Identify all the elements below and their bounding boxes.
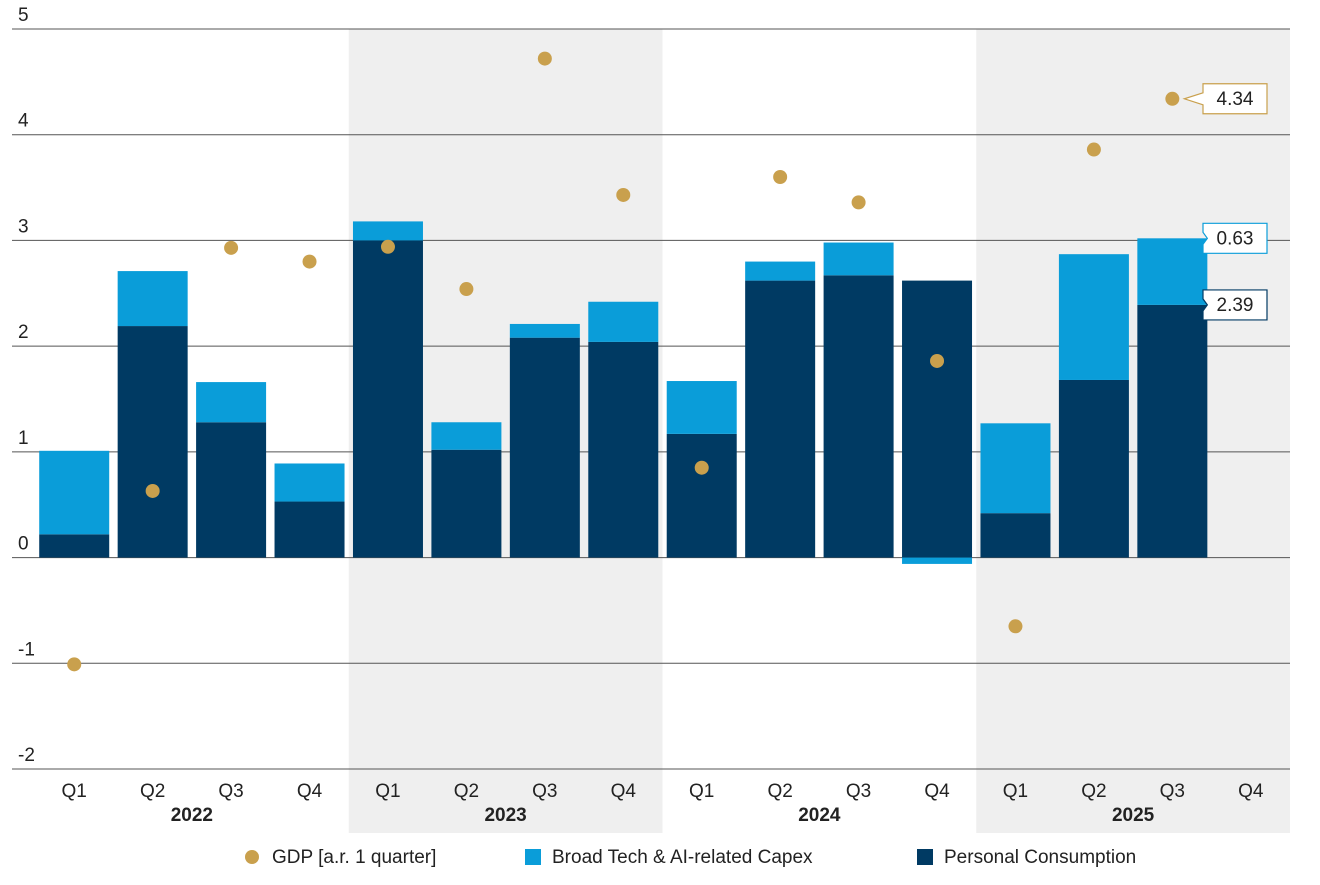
gdp-dot (459, 282, 474, 297)
x-tick-label: Q1 (375, 781, 400, 802)
bar (509, 337, 580, 558)
x-tick-label: Q2 (140, 781, 165, 802)
bar (274, 463, 345, 502)
x-tick-label: Q4 (924, 781, 950, 802)
gdp-dot (224, 240, 239, 255)
gdp-dot (773, 170, 788, 184)
x-tick-label: Q1 (689, 781, 714, 802)
bar (588, 341, 659, 558)
bar (980, 423, 1051, 514)
gdp-dot (930, 353, 945, 368)
gdp-dot (851, 195, 866, 210)
x-tick-label: Q1 (1003, 781, 1028, 802)
legend-label: GDP [a.r. 1 quarter] (272, 847, 436, 868)
bar (117, 271, 188, 327)
x-tick-label: Q2 (1081, 781, 1106, 802)
bar (745, 280, 816, 558)
x-tick-label: Q4 (297, 781, 323, 802)
y-tick-label: 3 (18, 216, 29, 237)
legend-marker (245, 850, 259, 864)
bar (902, 557, 973, 564)
x-tick-label: Q3 (1160, 781, 1185, 802)
bar (431, 422, 502, 450)
bar (1137, 238, 1208, 305)
bar (352, 221, 423, 241)
x-tick-label: Q3 (218, 781, 243, 802)
data-label: 4.34 (1217, 89, 1254, 110)
x-tick-label: Q1 (62, 781, 87, 802)
gdp-dot (145, 483, 160, 498)
bar (509, 323, 580, 338)
y-tick-label: 5 (18, 5, 29, 26)
legend-label: Personal Consumption (944, 847, 1136, 868)
y-tick-label: 1 (18, 428, 29, 449)
x-group-label: 2022 (171, 805, 213, 826)
y-tick-label: 4 (18, 111, 29, 132)
y-tick-label: 0 (18, 534, 29, 555)
gdp-dot (1086, 142, 1101, 157)
bar (823, 275, 894, 558)
gdp-dot (694, 460, 709, 475)
gdp-dot (67, 657, 82, 672)
bar (588, 301, 659, 342)
bar (1058, 254, 1129, 380)
bar (39, 534, 110, 558)
x-group-label: 2023 (484, 805, 526, 826)
callout-box (1202, 222, 1268, 254)
bar (39, 450, 110, 535)
x-tick-label: Q4 (1238, 781, 1264, 802)
gdp-dot (1008, 619, 1023, 634)
y-tick-label: -1 (18, 639, 35, 660)
legend-marker (917, 849, 933, 865)
bar (196, 422, 267, 558)
x-tick-label: Q3 (846, 781, 871, 802)
bar (1058, 379, 1129, 558)
x-tick-label: Q2 (454, 781, 479, 802)
gdp-dot (302, 254, 317, 269)
data-label: 2.39 (1217, 295, 1254, 316)
bar (745, 261, 816, 281)
gdp-dot (380, 239, 395, 254)
data-label: 0.63 (1217, 228, 1254, 249)
bar (823, 242, 894, 276)
y-tick-label: 2 (18, 322, 29, 343)
x-tick-label: Q2 (767, 781, 792, 802)
gdp-dot (1165, 91, 1180, 106)
bar (666, 433, 737, 558)
bar (196, 382, 267, 423)
bar (431, 449, 502, 558)
x-tick-label: Q3 (532, 781, 557, 802)
x-group-label: 2024 (798, 805, 841, 826)
gdp-dot (616, 187, 631, 202)
x-tick-label: Q4 (611, 781, 637, 802)
legend-label: Broad Tech & AI-related Capex (552, 847, 813, 868)
bar (902, 280, 973, 558)
bar (980, 513, 1051, 558)
gdp-dot (537, 51, 552, 66)
y-tick-label: -2 (18, 745, 35, 766)
callout-box (1202, 289, 1268, 321)
bar (1137, 304, 1208, 558)
bar (117, 326, 188, 558)
bar (352, 240, 423, 558)
callout-box (1182, 83, 1268, 115)
x-group-label: 2025 (1112, 805, 1155, 826)
bar (274, 501, 345, 558)
legend-marker (525, 849, 541, 865)
bar (666, 381, 737, 434)
